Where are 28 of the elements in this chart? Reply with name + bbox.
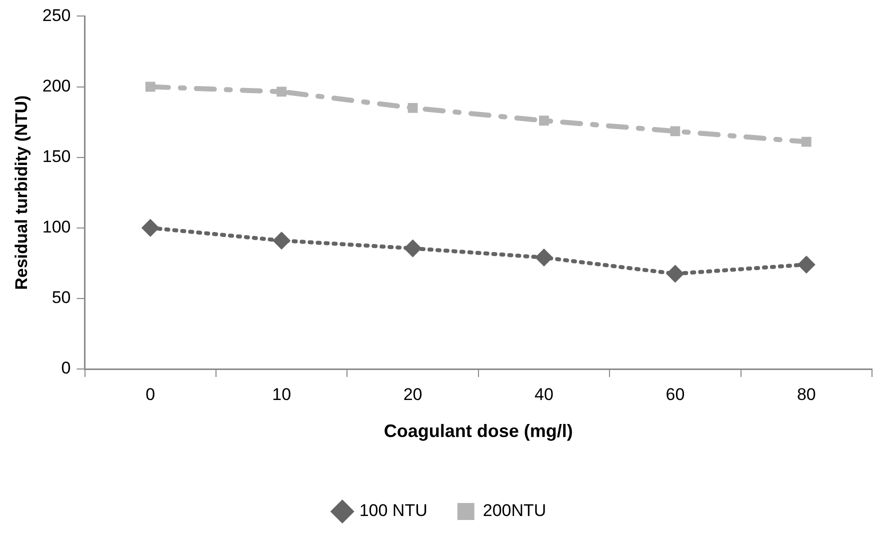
x-axis-title: Coagulant dose (mg/l)	[384, 421, 573, 442]
point	[801, 136, 812, 147]
x-tick-label: 60	[666, 384, 685, 404]
y-tick-label: 150	[42, 147, 71, 166]
y-tick-label: 250	[42, 6, 71, 25]
legend-label: 100 NTU	[359, 501, 428, 520]
y-tick-label: 200	[42, 76, 71, 96]
x-tick-label: 0	[146, 384, 156, 404]
point	[666, 264, 684, 283]
legend-label: 200NTU	[482, 501, 546, 520]
x-tick-label: 10	[272, 384, 292, 404]
point	[145, 82, 156, 92]
point	[404, 239, 422, 258]
y-tick-label: 0	[61, 358, 71, 378]
point	[276, 86, 287, 97]
point	[797, 256, 816, 274]
x-tick-label: 80	[796, 384, 816, 404]
x-tick-label: 20	[403, 384, 422, 404]
point	[272, 232, 291, 250]
point	[539, 116, 549, 126]
point	[670, 126, 680, 136]
x-tick-label: 40	[534, 384, 554, 404]
point	[141, 218, 160, 237]
y-tick-label: 100	[42, 218, 71, 237]
y-tick-label: 50	[52, 288, 71, 308]
point	[408, 102, 418, 113]
y-axis-title: Residual turbidity (NTU)	[12, 95, 31, 290]
point	[534, 248, 553, 267]
